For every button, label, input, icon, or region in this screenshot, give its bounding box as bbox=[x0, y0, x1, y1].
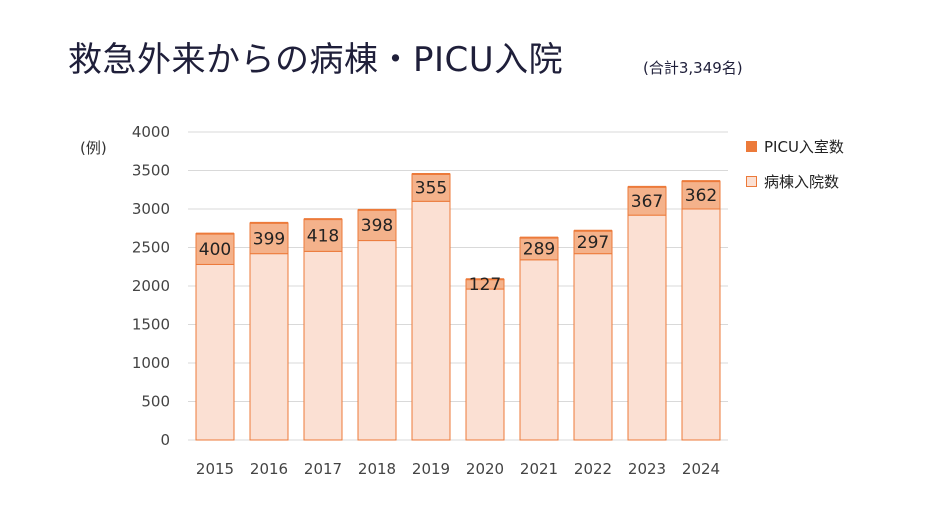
legend-item-picu: PICU入室数 bbox=[746, 136, 844, 156]
data-label: 399 bbox=[253, 229, 285, 249]
legend-swatch-ward bbox=[746, 175, 757, 187]
bar-ward bbox=[681, 208, 721, 441]
data-label: 289 bbox=[523, 240, 555, 260]
data-label: 362 bbox=[685, 186, 717, 206]
x-tick-label: 2017 bbox=[304, 460, 342, 478]
bar-ward bbox=[519, 259, 559, 441]
bar-ward bbox=[195, 263, 235, 441]
legend-label-picu: PICU入室数 bbox=[764, 137, 844, 156]
y-tick-label: 500 bbox=[141, 393, 170, 411]
page-subtitle: (合計3,349名) bbox=[643, 59, 743, 77]
page-title: 救急外来からの病棟・PICU入院 bbox=[68, 40, 564, 80]
y-tick-label: 0 bbox=[160, 431, 170, 449]
bar-ward bbox=[303, 250, 343, 441]
bar-picu bbox=[303, 218, 343, 252]
bar-picu bbox=[681, 180, 721, 210]
legend-item-ward: 病棟入院数 bbox=[746, 171, 844, 191]
bar-ward bbox=[573, 253, 613, 441]
x-tick-label: 2023 bbox=[628, 460, 666, 478]
data-label: 418 bbox=[307, 226, 339, 246]
y-axis-unit-label: (例) bbox=[80, 139, 107, 157]
y-tick-label: 3000 bbox=[132, 200, 170, 218]
y-tick-label: 1500 bbox=[132, 316, 170, 334]
x-tick-label: 2016 bbox=[250, 460, 288, 478]
data-label: 127 bbox=[469, 275, 501, 295]
y-tick-label: 1000 bbox=[132, 354, 170, 372]
chart-legend: PICU入室数 病棟入院数 bbox=[746, 136, 844, 206]
y-tick-label: 2000 bbox=[132, 277, 170, 295]
y-tick-label: 4000 bbox=[132, 123, 170, 141]
data-label: 400 bbox=[199, 240, 231, 260]
bar-picu bbox=[627, 186, 667, 216]
data-label: 398 bbox=[361, 216, 393, 236]
x-tick-label: 2020 bbox=[466, 460, 504, 478]
bar-picu bbox=[357, 209, 397, 242]
x-tick-label: 2022 bbox=[574, 460, 612, 478]
x-tick-label: 2019 bbox=[412, 460, 450, 478]
bar-ward bbox=[357, 240, 397, 441]
x-tick-label: 2021 bbox=[520, 460, 558, 478]
legend-swatch-picu bbox=[746, 140, 757, 152]
x-tick-label: 2018 bbox=[358, 460, 396, 478]
x-tick-label: 2015 bbox=[196, 460, 234, 478]
bar-ward bbox=[411, 200, 451, 441]
data-label: 367 bbox=[631, 192, 663, 212]
bar-picu bbox=[249, 222, 289, 255]
y-tick-label: 3500 bbox=[132, 162, 170, 180]
data-label: 297 bbox=[577, 233, 609, 253]
x-tick-label: 2024 bbox=[682, 460, 720, 478]
bar-ward bbox=[465, 288, 505, 441]
legend-label-ward: 病棟入院数 bbox=[764, 172, 840, 191]
bar-ward bbox=[249, 253, 289, 441]
data-label: 355 bbox=[415, 179, 447, 199]
bar-ward bbox=[627, 214, 667, 441]
y-tick-label: 2500 bbox=[132, 239, 170, 257]
